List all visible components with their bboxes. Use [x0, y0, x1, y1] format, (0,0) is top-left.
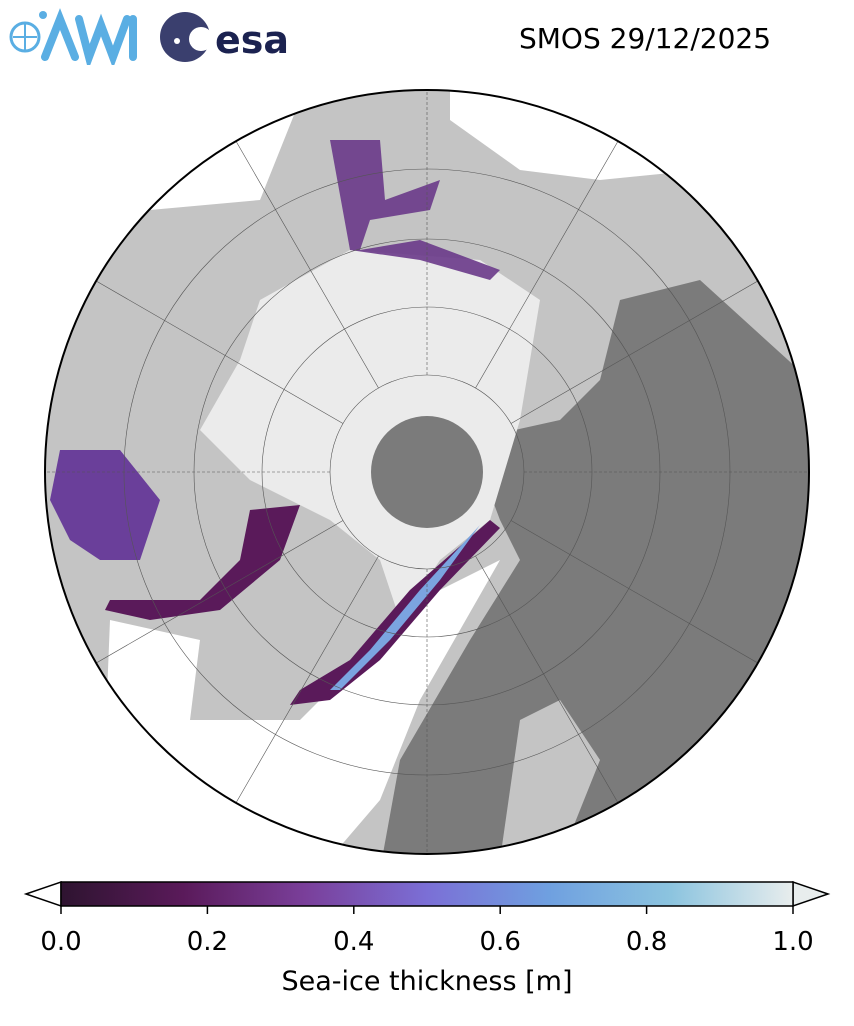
colorbar-tick-label: 0.4	[333, 927, 374, 957]
meridian-line	[80, 520, 344, 673]
colorbar-extend-max	[792, 880, 831, 908]
sea-ice-map	[44, 89, 810, 855]
awi-logo	[9, 8, 137, 65]
colorbar-tick-label: 0.8	[626, 927, 667, 957]
colorbar-tick-label: 0.2	[187, 927, 228, 957]
colorbar-gradient	[60, 881, 794, 907]
thin-ice-hudson	[50, 450, 160, 560]
colorbar-tick-label: 0.6	[480, 927, 521, 957]
meridian-line	[510, 520, 774, 673]
thick-ice-region	[200, 250, 540, 620]
pole-hole	[371, 416, 483, 528]
meridian-line	[226, 555, 379, 819]
thin-ice-blue-edge	[330, 525, 480, 690]
logos: esa	[9, 8, 289, 65]
esa-logo: esa	[160, 12, 289, 62]
colorbar-tick-label: 1.0	[772, 927, 813, 957]
thin-ice-baffin	[105, 505, 300, 620]
colorbar-tick-label: 0.0	[40, 927, 81, 957]
meridian-line	[475, 555, 628, 819]
meridian-line	[510, 271, 774, 424]
colorbar-extend-min	[23, 880, 62, 908]
colorbar: 0.0 0.2 0.4 0.6 0.8 1.0 Sea-ice thickness [m]	[23, 880, 831, 997]
thin-ice-bering	[330, 140, 500, 280]
map-boundary	[44, 89, 810, 855]
meridian-line	[80, 271, 344, 424]
colorbar-label: Sea-ice thickness [m]	[281, 966, 572, 997]
map-title: SMOS 29/12/2025	[519, 22, 772, 55]
svg-text:esa: esa	[215, 18, 289, 62]
meridian-line	[226, 125, 379, 389]
scandinavia-light	[500, 700, 600, 854]
meridian-line	[475, 125, 628, 389]
